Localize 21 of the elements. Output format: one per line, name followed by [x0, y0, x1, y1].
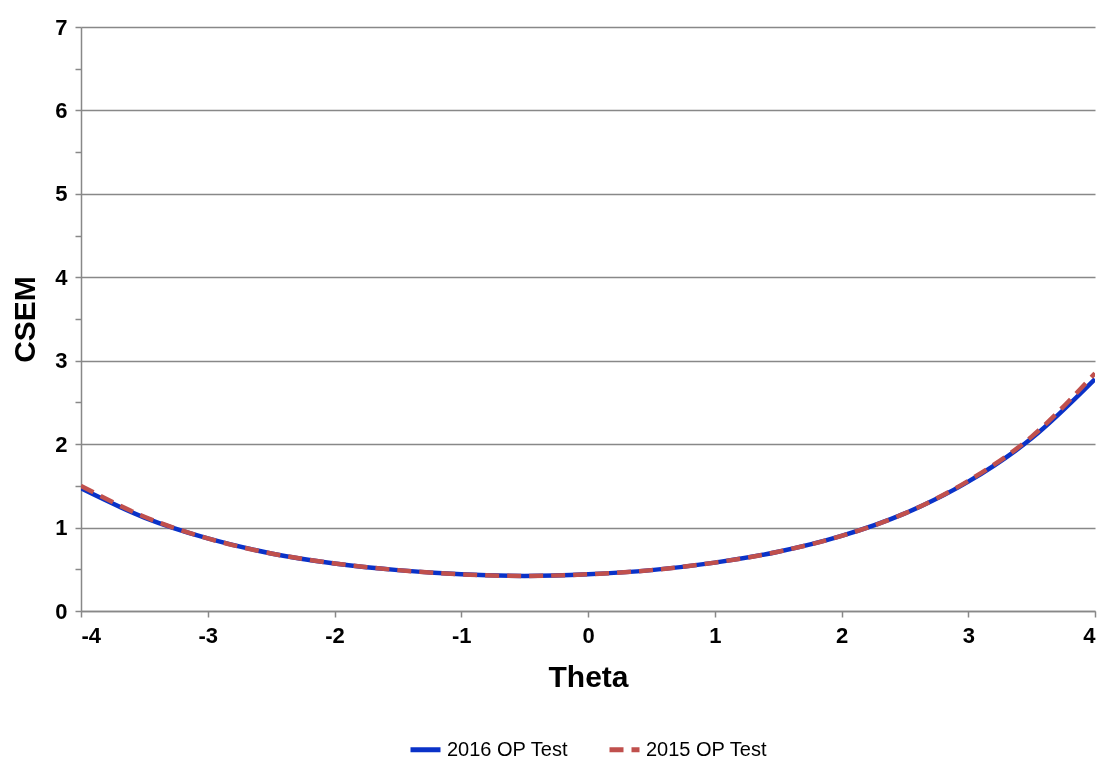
y-axis-title: CSEM [8, 276, 42, 363]
y-tick-label: 6 [55, 97, 68, 123]
y-tick-label: 7 [55, 14, 68, 40]
y-tick-label: 2 [55, 431, 68, 457]
y-tick-label: 3 [55, 348, 68, 374]
x-tick-label: 2 [835, 622, 849, 648]
y-tick-label: 4 [55, 264, 69, 290]
y-tick-label: 0 [55, 598, 68, 624]
x-tick-label: -4 [81, 622, 102, 648]
x-tick-label: -2 [325, 622, 345, 648]
y-tick-label: 1 [55, 515, 68, 541]
x-axis-title: Theta [548, 659, 629, 693]
y-tick-label: 5 [55, 181, 68, 207]
x-tick-label: 3 [962, 622, 975, 648]
legend-label: 2016 OP Test [447, 737, 568, 760]
x-tick-label: 1 [709, 622, 722, 648]
x-tick-label: 0 [582, 622, 595, 648]
legend-label: 2015 OP Test [646, 737, 767, 760]
x-tick-label: -1 [451, 622, 472, 648]
x-tick-label: -3 [198, 622, 219, 648]
x-tick-label: 4 [1083, 622, 1097, 648]
